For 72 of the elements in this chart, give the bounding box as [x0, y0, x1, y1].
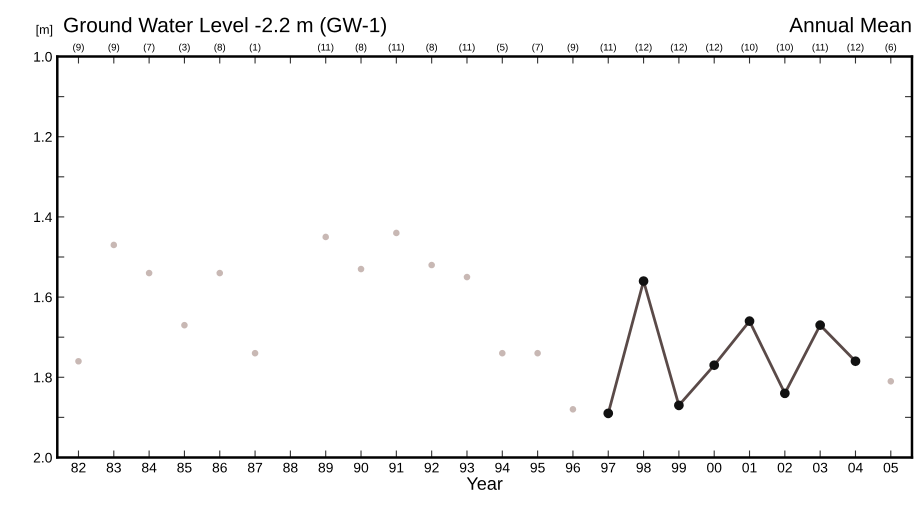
point	[252, 350, 258, 357]
x-tick-label: 96	[566, 462, 580, 473]
y-tick-label: 1.8	[34, 372, 52, 382]
x-tick-label: 85	[177, 462, 192, 473]
point	[358, 266, 364, 272]
point	[110, 242, 118, 248]
x-tick-label: 95	[530, 462, 545, 473]
point	[464, 274, 470, 280]
x-tick-label: 90	[354, 462, 368, 473]
x-axis-title: Year	[466, 477, 503, 490]
point	[393, 230, 400, 236]
y-axis-title: [m]	[36, 24, 52, 36]
y-tick-label: 1.6	[34, 292, 52, 302]
point	[534, 350, 541, 357]
point	[181, 322, 188, 328]
text: (1)	[250, 43, 260, 53]
text: (9)	[568, 43, 578, 53]
text: (11)	[600, 43, 616, 53]
text: (8)	[356, 43, 366, 53]
x-tick-label: 97	[601, 462, 616, 473]
text: (6)	[885, 43, 896, 53]
y-tick-label: 1.2	[34, 132, 52, 142]
text: (12)	[636, 43, 652, 53]
x-tick-label: 03	[812, 462, 828, 473]
text: (8)	[426, 43, 437, 53]
chart-title: Ground Water Level -2.2 m (GW-1)	[64, 17, 386, 36]
text: (11)	[388, 43, 404, 53]
text: (11)	[318, 43, 334, 53]
x-tick-label: 98	[636, 462, 651, 473]
x-tick-label: 04	[848, 462, 863, 473]
text: (9)	[73, 43, 84, 53]
point	[322, 234, 329, 240]
text: (5)	[496, 43, 508, 53]
point	[428, 262, 435, 268]
x-tick-label: 99	[672, 462, 686, 473]
x-tick-label: 05	[884, 462, 898, 473]
x-tick-label: 92	[424, 462, 439, 473]
text: (12)	[670, 43, 687, 53]
y-tick-label: 2.0	[34, 452, 52, 463]
text: (3)	[179, 43, 190, 53]
x-tick-label: 91	[389, 462, 404, 473]
point	[146, 270, 152, 276]
text: (11)	[812, 43, 828, 53]
text: (10)	[776, 43, 793, 53]
text: (12)	[847, 43, 864, 53]
text: (12)	[706, 43, 722, 53]
x-tick-label: 94	[495, 462, 510, 473]
x-tick-label: 89	[318, 462, 333, 473]
x-tick-label: 01	[742, 462, 757, 473]
text: (9)	[108, 43, 120, 53]
x-tick-label: 87	[248, 462, 262, 473]
x-tick-label: 86	[212, 462, 227, 473]
x-tick-label: 00	[707, 462, 722, 473]
point	[75, 358, 82, 365]
text: (11)	[459, 43, 475, 53]
x-tick-label: 84	[142, 462, 156, 473]
x-tick-label: 93	[460, 462, 474, 473]
chart-subtitle: Annual Mean	[789, 17, 911, 32]
x-tick-label: 88	[283, 462, 298, 473]
y-tick-label: 1.0	[34, 52, 52, 62]
x-tick-label: 82	[71, 462, 86, 473]
text: (10)	[741, 43, 758, 53]
x-tick-label: 83	[106, 462, 121, 473]
text: (7)	[532, 43, 543, 53]
y-tick-label: 1.4	[34, 212, 52, 222]
text: (8)	[214, 43, 226, 53]
x-tick-label: 02	[778, 462, 792, 473]
point	[888, 378, 894, 385]
point	[570, 406, 576, 413]
text: (7)	[144, 43, 154, 53]
point	[499, 350, 506, 357]
point	[216, 270, 224, 276]
